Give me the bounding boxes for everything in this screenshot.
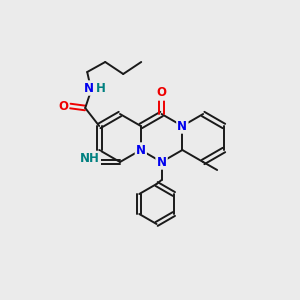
Text: O: O	[157, 86, 166, 100]
Text: NH: NH	[80, 152, 100, 166]
Text: N: N	[136, 143, 146, 157]
Text: O: O	[58, 100, 68, 112]
Text: H: H	[96, 82, 106, 95]
Text: O: O	[58, 100, 68, 112]
Text: N: N	[84, 82, 94, 94]
Text: NH: NH	[80, 152, 100, 166]
Text: N: N	[157, 155, 166, 169]
Text: N: N	[177, 119, 188, 133]
Text: N: N	[136, 143, 146, 157]
Text: N: N	[84, 82, 94, 94]
Text: O: O	[157, 86, 166, 100]
Text: N: N	[177, 119, 188, 133]
Text: N: N	[157, 155, 166, 169]
Text: H: H	[96, 82, 106, 95]
